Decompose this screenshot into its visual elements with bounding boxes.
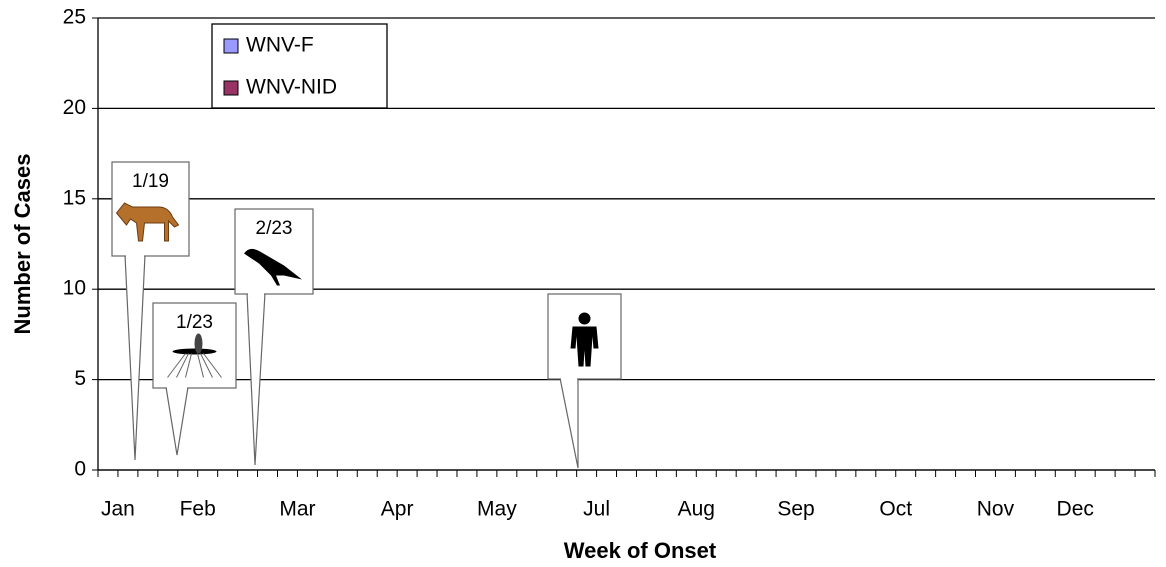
x-tick-label: Mar — [279, 498, 315, 521]
mosquito-leg — [200, 353, 213, 378]
y-tick-label: 20 — [63, 96, 86, 119]
horse-icon — [115, 202, 180, 242]
callout-label: 1/23 — [176, 312, 213, 333]
legend: WNV-F WNV-NID — [211, 23, 388, 109]
y-tick-label: 0 — [74, 458, 86, 481]
x-tick-label: May — [477, 498, 517, 521]
mosquito-leg — [185, 353, 192, 378]
crow-icon — [244, 248, 302, 286]
x-tick-label: Sep — [777, 498, 814, 521]
mosquito-icon — [172, 348, 217, 355]
human-icon — [570, 326, 599, 367]
legend-label: WNV-NID — [246, 76, 337, 99]
mosquito-leg — [203, 353, 222, 378]
legend-swatch — [223, 80, 239, 96]
x-tick-label: Dec — [1057, 498, 1094, 521]
legend-swatch — [223, 38, 239, 54]
callout: 1/19 — [111, 161, 190, 461]
callout: 1/23 — [152, 302, 237, 456]
y-axis-label: Number of Cases — [10, 154, 35, 335]
callout-label: 2/23 — [256, 218, 293, 239]
callout — [547, 293, 622, 469]
callout-label: 1/19 — [132, 171, 169, 192]
callout-pointer — [246, 292, 266, 466]
x-tick-label: Oct — [879, 498, 912, 521]
legend-label: WNV-F — [246, 34, 314, 57]
mosquito-leg — [176, 353, 189, 378]
x-tick-label: Nov — [977, 498, 1015, 521]
legend-box — [211, 23, 388, 109]
x-tick-label: Feb — [180, 498, 216, 521]
y-tick-label: 15 — [63, 186, 86, 209]
y-tick-label: 5 — [74, 367, 86, 390]
callout-pointer — [124, 254, 146, 461]
callout: 2/23 — [234, 208, 314, 466]
callout-pointer — [165, 386, 189, 456]
mosquito-leg — [167, 353, 186, 378]
mosquito-leg — [197, 353, 204, 378]
x-tick-label: Jul — [583, 498, 610, 521]
y-tick-label: 25 — [63, 6, 86, 29]
y-tick-label: 10 — [63, 277, 86, 300]
mosquito-wing — [194, 333, 203, 354]
x-tick-label: Apr — [381, 498, 414, 521]
x-tick-label: Jan — [101, 498, 135, 521]
human-head — [578, 312, 591, 325]
x-axis-label: Week of Onset — [564, 538, 717, 563]
callout-box — [152, 302, 237, 389]
x-tick-label: Aug — [678, 498, 715, 521]
callout-pointer — [559, 377, 579, 469]
